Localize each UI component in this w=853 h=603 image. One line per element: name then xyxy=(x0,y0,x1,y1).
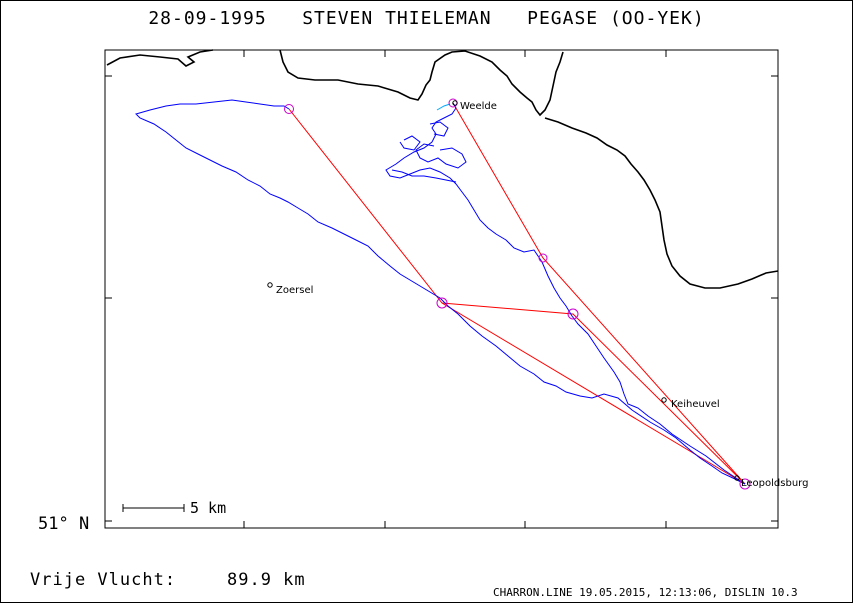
place-label-leopoldsburg: Leopoldsburg xyxy=(741,478,808,489)
place-marker xyxy=(661,397,667,403)
turnpoint-marker xyxy=(436,297,448,309)
flight-track-thermals xyxy=(391,121,467,183)
flight-track-east-leg xyxy=(385,102,746,485)
place-label-zoersel: Zoersel xyxy=(276,285,313,296)
flight-track xyxy=(135,99,746,485)
place-label-weelde: Weelde xyxy=(460,101,497,112)
map-frame xyxy=(104,49,779,529)
latitude-label: 51° N xyxy=(38,514,90,534)
axis-ticks xyxy=(105,50,778,528)
footer-credit: CHARRON.LINE 19.05.2015, 12:13:06, DISLI… xyxy=(493,586,798,599)
turnpoint-marker xyxy=(739,478,751,490)
map-title: 28-09-1995 STEVEN THIELEMAN PEGASE (OO-Y… xyxy=(148,8,705,29)
flight-type-label: Vrije Vlucht: xyxy=(30,570,177,590)
turnpoint-marker xyxy=(284,104,294,114)
scale-bar xyxy=(122,504,185,512)
place-marker xyxy=(267,282,273,288)
place-marker xyxy=(734,475,740,481)
flight-distance: 89.9 km xyxy=(227,570,306,590)
scale-bar-label: 5 km xyxy=(190,499,226,517)
flight-track-start xyxy=(436,103,451,111)
border-line-north xyxy=(279,49,564,117)
task-line xyxy=(288,102,746,485)
turnpoint-marker xyxy=(567,308,579,320)
turnpoints xyxy=(284,98,751,490)
place-marker xyxy=(452,100,458,106)
border-line-east xyxy=(544,117,779,289)
place-label-keiheuvel: Keiheuvel xyxy=(671,399,720,410)
border-line-west xyxy=(106,49,214,67)
task-line-return xyxy=(441,302,746,485)
turnpoint-marker xyxy=(538,253,548,263)
